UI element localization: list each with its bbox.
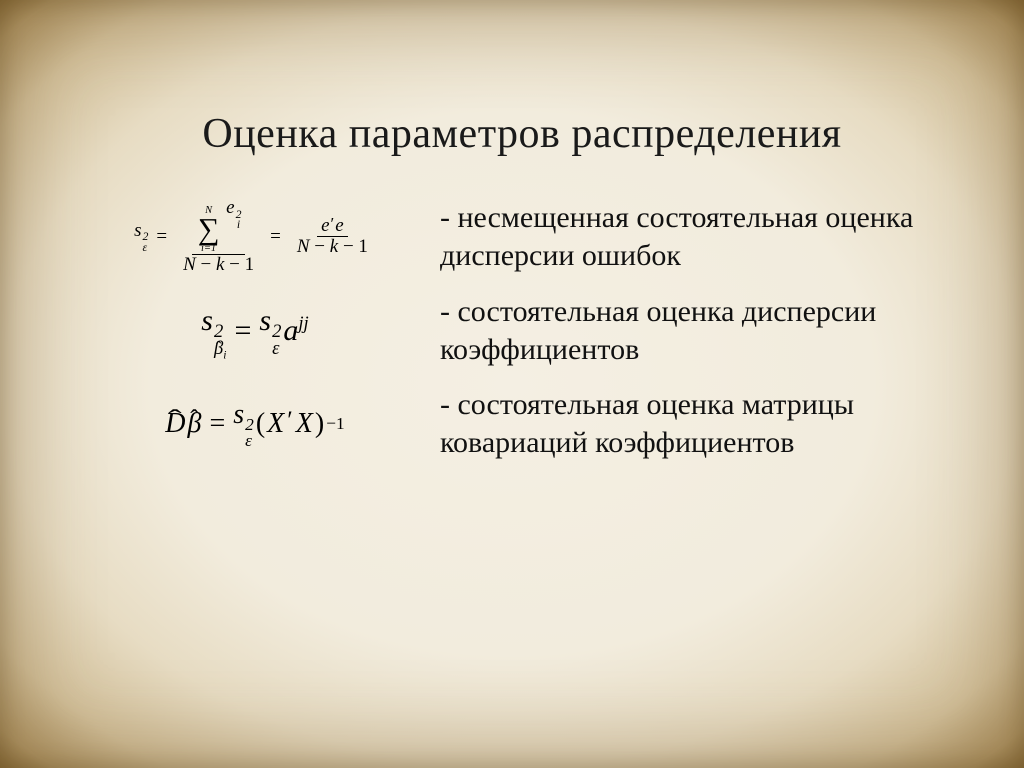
- den2-1: 1: [358, 236, 368, 257]
- prime-3: ′: [287, 407, 293, 435]
- paren-open: (: [256, 408, 265, 440]
- r2-a: a: [283, 314, 298, 347]
- prime-1: ′: [331, 214, 335, 233]
- r2-sup: jj: [298, 313, 308, 334]
- content-rows: s2ε = N ∑ i=1 e2i: [90, 198, 954, 461]
- sym-s: s: [134, 220, 141, 241]
- r3-sub: ε: [245, 433, 254, 449]
- row-3: Dβ = s2ε ( X ′ X )−1 - состоятельная оце…: [90, 386, 954, 461]
- eq-2: =: [234, 314, 251, 348]
- formula-cov-matrix: Dβ = s2ε ( X ′ X )−1: [90, 399, 420, 448]
- sub-eps: ε: [142, 243, 148, 254]
- den-k: k: [216, 254, 224, 275]
- sym-beta: β: [188, 408, 202, 439]
- sym-s2: s: [201, 304, 213, 337]
- eq-3: =: [209, 408, 225, 440]
- den-N: N: [183, 254, 196, 275]
- desc-2: - состоятельная оценка дисперсии коэффиц…: [440, 293, 954, 368]
- sym-X1: X: [267, 408, 284, 440]
- r1-sub: ε: [272, 341, 281, 358]
- desc-1: - несмещенная состоятельная оценка диспе…: [440, 199, 954, 274]
- minus-4: −: [343, 236, 354, 257]
- eq-1b: =: [270, 226, 281, 248]
- den2-N: N: [297, 236, 310, 257]
- sym-X2: X: [296, 408, 313, 440]
- minus-3: −: [314, 236, 325, 257]
- sym-e: e: [226, 197, 234, 218]
- sub-i: i: [236, 220, 242, 231]
- formula-variance-coef: s2βi = s2ε ajj: [90, 304, 420, 358]
- slide: Оценка параметров распределения s2ε = N …: [0, 0, 1024, 768]
- num2-e1: e: [321, 215, 329, 236]
- den2-k: k: [330, 236, 338, 257]
- minus-1: −: [201, 254, 212, 275]
- row-1: s2ε = N ∑ i=1 e2i: [90, 198, 954, 275]
- sub2-beta: β: [214, 338, 223, 359]
- sigma-icon: ∑: [198, 216, 220, 243]
- sym-D: D: [165, 408, 185, 439]
- sum-lower: i=1: [201, 244, 216, 254]
- r1-s: s: [259, 304, 271, 337]
- formula-variance-errors: s2ε = N ∑ i=1 e2i: [90, 198, 420, 275]
- minus-2: −: [229, 254, 240, 275]
- row-2: s2βi = s2ε ajj - состоятельная оценка ди…: [90, 293, 954, 368]
- paren-close: ): [315, 408, 324, 440]
- num2-e2: e: [335, 215, 343, 236]
- desc-3: - состоятельная оценка матрицы ковариаци…: [440, 386, 954, 461]
- eq-1a: =: [156, 226, 167, 248]
- r3-s: s: [233, 399, 244, 430]
- sub2-i: i: [223, 350, 226, 362]
- slide-title: Оценка параметров распределения: [90, 110, 954, 158]
- den-1: 1: [245, 254, 255, 275]
